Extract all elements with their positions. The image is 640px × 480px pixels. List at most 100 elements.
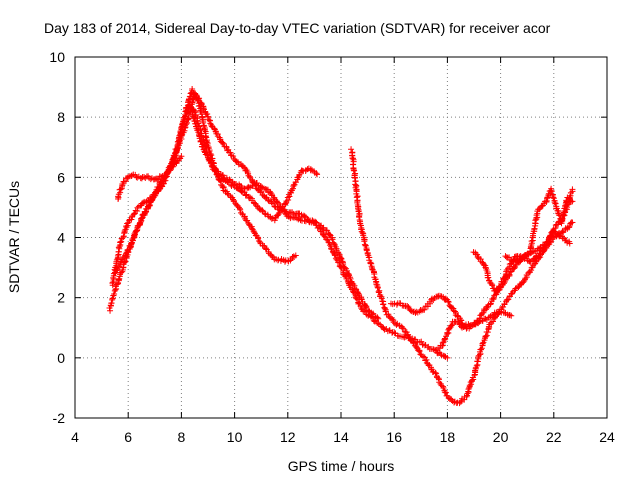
- data-point: [353, 194, 360, 201]
- data-point: [219, 139, 226, 146]
- data-point: [487, 313, 494, 320]
- x-tick-label: 18: [440, 429, 456, 445]
- data-point: [204, 151, 211, 158]
- data-point: [268, 191, 275, 198]
- data-point: [439, 342, 446, 349]
- data-point: [111, 290, 118, 297]
- data-point: [155, 186, 162, 193]
- data-point: [364, 250, 371, 257]
- data-point: [400, 325, 407, 332]
- data-point: [457, 398, 464, 405]
- data-point: [405, 333, 412, 340]
- data-point: [363, 304, 370, 311]
- data-point: [451, 308, 458, 315]
- x-tick-label: 24: [599, 429, 615, 445]
- data-point: [416, 348, 423, 355]
- series-trace-f: [348, 146, 576, 407]
- data-point: [448, 396, 455, 403]
- data-point: [521, 277, 528, 284]
- x-tick-label: 6: [124, 429, 132, 445]
- data-point: [380, 325, 387, 332]
- data-point: [444, 354, 451, 361]
- data-point: [498, 278, 505, 285]
- data-point: [566, 223, 573, 230]
- data-point: [506, 311, 513, 318]
- data-point: [275, 256, 282, 263]
- data-point: [511, 265, 518, 272]
- data-point: [140, 199, 147, 206]
- data-point: [507, 256, 514, 263]
- data-point: [390, 319, 397, 326]
- data-point: [471, 372, 478, 379]
- data-point: [490, 312, 497, 319]
- data-point: [466, 382, 473, 389]
- data-point: [345, 279, 352, 286]
- data-point: [268, 215, 275, 222]
- data-point: [128, 240, 135, 247]
- data-point: [552, 200, 559, 207]
- data-point: [267, 189, 274, 196]
- data-point: [569, 186, 576, 193]
- data-point: [256, 206, 263, 213]
- data-point: [522, 275, 529, 282]
- data-point: [356, 214, 363, 221]
- data-point: [107, 307, 114, 314]
- data-point: [337, 263, 344, 270]
- data-point: [508, 312, 515, 319]
- data-point: [183, 119, 190, 126]
- grid: [75, 57, 607, 418]
- data-point: [496, 308, 503, 315]
- data-point: [362, 242, 369, 249]
- data-point: [258, 188, 265, 195]
- data-point: [531, 225, 538, 232]
- data-point: [313, 170, 320, 177]
- data-point: [532, 253, 539, 260]
- data-point: [569, 198, 576, 205]
- data-point: [404, 302, 411, 309]
- data-point: [261, 210, 268, 217]
- data-point: [259, 207, 266, 214]
- data-point: [141, 174, 148, 181]
- data-point: [536, 206, 543, 213]
- data-point: [237, 206, 244, 213]
- data-point: [227, 149, 234, 156]
- data-point: [285, 213, 292, 220]
- data-point: [183, 121, 190, 128]
- data-point: [448, 322, 455, 329]
- x-tick-label: 14: [333, 429, 349, 445]
- data-point: [326, 231, 333, 238]
- data-point: [567, 189, 574, 196]
- data-point: [369, 314, 376, 321]
- data-point: [467, 323, 474, 330]
- data-point: [334, 259, 341, 266]
- data-point: [169, 159, 176, 166]
- data-point: [209, 163, 216, 170]
- y-tick-label: -2: [53, 410, 66, 426]
- data-point: [550, 194, 557, 201]
- data-point: [331, 252, 338, 259]
- data-point: [354, 296, 361, 303]
- data-point: [154, 176, 161, 183]
- data-point: [329, 236, 336, 243]
- data-point: [369, 266, 376, 273]
- data-point: [359, 229, 366, 236]
- data-point: [479, 340, 486, 347]
- data-point: [292, 179, 299, 186]
- y-tick-label: 8: [57, 109, 65, 125]
- data-point: [528, 238, 535, 245]
- y-tick-label: 4: [57, 230, 65, 246]
- data-point: [130, 211, 137, 218]
- data-point: [235, 204, 242, 211]
- data-point: [545, 190, 552, 197]
- data-point: [178, 153, 185, 160]
- data-point: [159, 178, 166, 185]
- data-point: [421, 306, 428, 313]
- data-point: [351, 167, 358, 174]
- data-point: [566, 240, 573, 247]
- data-point: [338, 255, 345, 262]
- data-point: [484, 329, 491, 336]
- series-trace-e: [189, 108, 451, 361]
- data-point: [399, 324, 406, 331]
- data-point: [325, 239, 332, 246]
- data-point: [164, 169, 171, 176]
